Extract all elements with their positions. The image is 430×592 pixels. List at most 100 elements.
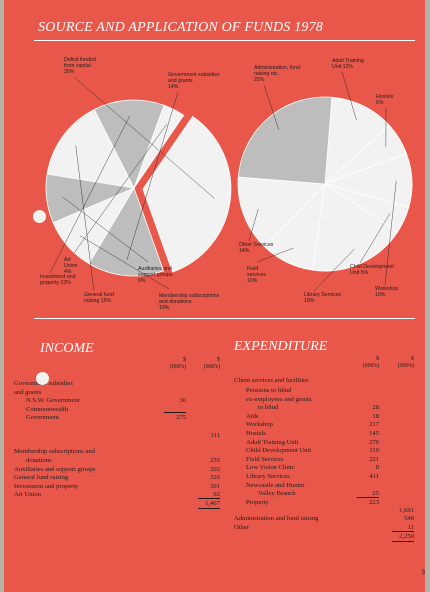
expenditure-leader-line-4 — [313, 248, 355, 292]
table-cell-value: 202 — [210, 465, 220, 473]
table-row-label: Field Services — [246, 455, 284, 463]
expenditure-slice-label-4: Library Services 18% — [304, 292, 342, 304]
income-slice-6 — [133, 104, 185, 189]
table-row-label: Library Services — [246, 473, 290, 480]
column-header-1: $ (000's) — [169, 357, 186, 370]
expenditure-slice-label-1: Hostels 6% — [376, 94, 394, 106]
income-slice-label-6: Art Union 4% — [64, 257, 78, 275]
income-slice-label-0: Deficit funded from capital 35% — [64, 57, 96, 75]
expenditure-slice-7 — [237, 96, 333, 185]
income-leader-line-3 — [62, 196, 149, 263]
expenditure-slice-label-5: Field services 10% — [247, 266, 266, 284]
table-cell-value: 276 — [369, 438, 379, 446]
table-row-label: Other — [234, 524, 250, 531]
table-row-label: to blind — [258, 404, 279, 412]
column-header-2: $ (000's) — [203, 357, 220, 370]
expenditure-slice-4 — [312, 183, 399, 272]
table-row-label: Low Vision Clinic — [246, 464, 295, 472]
table-row-label: ex-employees and grants — [246, 395, 312, 403]
column-header-2: $ (000's) — [397, 356, 414, 369]
table-cell-value: 1,691 — [399, 506, 414, 514]
expenditure-leader-line-5 — [256, 247, 294, 263]
expenditure-slice-label-7: Administration, fund raising etc. 25% — [254, 65, 300, 83]
income-pie — [45, 99, 232, 277]
table-cell-value: 1,467 — [205, 500, 220, 507]
table-row-label: General fund raising — [14, 474, 69, 482]
income-heading: INCOME — [40, 341, 94, 356]
table-cell-value: 145 — [369, 430, 379, 437]
table-row-label: Hostels — [246, 430, 266, 437]
table-row-label: Art Union — [14, 491, 41, 499]
table-row-label: Client services and facilities — [234, 377, 309, 384]
table-cell-value: 411 — [369, 473, 379, 480]
total-rule — [198, 498, 220, 499]
income-slice-4 — [46, 108, 135, 189]
income-leader-line-4 — [75, 145, 95, 292]
income-slice-0 — [142, 115, 232, 273]
expenditure-leader-line-2 — [384, 180, 397, 286]
expenditure-leader-line-0 — [341, 71, 357, 121]
pie-labels: Deficit funded from capital 35% Government … — [40, 57, 398, 310]
income-slice-label-3: Auxiliaries and support groups 9% — [138, 266, 173, 284]
table-cell-value: 326 — [210, 474, 220, 482]
table-row-label: Child Development Unit — [246, 447, 312, 455]
table-row-label: Commonwealth — [26, 405, 69, 413]
table-row-label: Newcastle and Hunter — [246, 481, 305, 489]
table-row-label: donations — [26, 457, 52, 464]
total-rule — [198, 508, 220, 509]
income-slice-1 — [88, 187, 165, 277]
income-slice-label-5: Investment and property 13% — [40, 274, 76, 286]
income-leader-line-2 — [79, 235, 170, 290]
expenditure-slice-label-0: Adult Training Unit 12% — [332, 58, 364, 70]
punch-hole-top — [33, 210, 46, 223]
income-slice-5 — [93, 99, 165, 190]
table-row-label: Investment and property — [14, 482, 79, 490]
table-row-label: Auxiliaries and support groups — [14, 465, 96, 473]
income-leader-line-5 — [49, 115, 130, 274]
total-rule — [357, 496, 379, 498]
table-row-label: Aids — [246, 412, 259, 420]
total-rule — [392, 540, 414, 542]
table-cell-value: 11 — [407, 524, 414, 531]
report-page: SOURCE AND APPLICATION OF FUNDS 1978 Def… — [4, 0, 425, 592]
expenditure-heading: EXPENDITURE — [234, 339, 328, 354]
expenditure-leader-line-3 — [359, 213, 391, 264]
expenditure-slice-label-6: Other Services 14% — [239, 242, 274, 254]
page-number: 3 — [421, 570, 425, 576]
table-row-label: Property — [246, 498, 269, 506]
income-slice-label-4: General fund raising 15% — [84, 292, 114, 304]
table-cell-value: 221 — [369, 455, 379, 463]
table-cell-value: 8 — [375, 464, 379, 472]
table-cell-value: 92 — [213, 491, 220, 499]
total-rule — [392, 530, 414, 532]
table-row-label: Valley Branch — [258, 490, 296, 498]
table-row-label: N.S.W. Government — [26, 397, 80, 405]
income-leader-line-6 — [73, 123, 168, 254]
expenditure-slice-label-2: Workshop 10% — [375, 286, 398, 298]
table-cell-value: 119 — [369, 447, 379, 455]
expenditure-leader-line-6 — [248, 209, 259, 242]
pie-charts: Deficit funded from capital 35% Government … — [40, 57, 413, 310]
table-cell-value: 25 — [372, 490, 379, 498]
table-row-label: Workshop — [246, 421, 273, 429]
income-leader-line-0 — [73, 76, 215, 199]
table-cell-value: 548 — [404, 515, 414, 523]
column-header-1: $ (000's) — [362, 356, 379, 369]
table-cell-value: 36 — [179, 397, 186, 405]
table-cell-value: 311 — [210, 432, 220, 440]
table-cell-value: 223 — [369, 498, 379, 506]
expenditure-slice-label-3: Child Development Unit 5% — [350, 264, 394, 276]
expenditure-slice-0 — [324, 96, 390, 185]
table-row-label: Government — [26, 414, 59, 422]
expenditure-leader-line-7 — [263, 84, 279, 130]
income-slice-label-1: Government subsidies and grants 14% — [168, 72, 220, 90]
expenditure-slice-6 — [237, 176, 326, 247]
table-cell-value: 28 — [372, 404, 379, 412]
total-rule — [164, 412, 186, 414]
punch-hole-bottom — [36, 372, 49, 385]
table-cell-value: 275 — [176, 414, 186, 422]
table-row-label: and grants — [14, 388, 42, 396]
table-cell-value: 301 — [210, 482, 220, 490]
section-rule — [34, 318, 415, 319]
title-rule — [34, 40, 415, 41]
